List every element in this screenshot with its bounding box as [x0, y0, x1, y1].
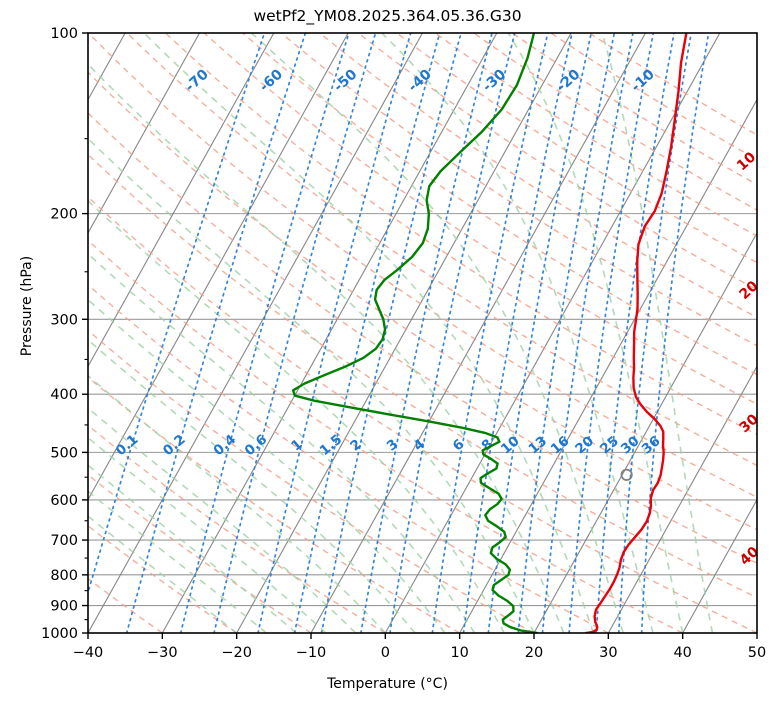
y-tick-label: 400 [50, 387, 78, 403]
plot-background [88, 33, 757, 633]
y-tick-label: 800 [50, 568, 78, 584]
x-tick-label: 0 [381, 645, 390, 661]
y-tick-label: 600 [50, 493, 78, 509]
x-tick-label: −40 [73, 645, 104, 661]
x-tick-label: 30 [599, 645, 617, 661]
x-tick-label: 40 [673, 645, 691, 661]
profile-line-dewpoint [291, 33, 539, 633]
x-tick-label: 20 [525, 645, 543, 661]
y-tick-label: 1000 [41, 626, 78, 642]
y-tick-label: 100 [50, 26, 78, 42]
profile-line-temperature [584, 33, 688, 633]
x-tick-label: −10 [296, 645, 327, 661]
page-title: wetPf2_YM08.2025.364.05.36.G30 [253, 7, 522, 25]
x-tick-label: 10 [450, 645, 468, 661]
x-tick-label: −20 [221, 645, 252, 661]
y-tick-label: 700 [50, 533, 78, 549]
background-grid-layer [88, 33, 757, 633]
marker-lcl [620, 468, 633, 481]
y-tick-label: 300 [50, 312, 78, 328]
x-tick-label: −30 [147, 645, 178, 661]
x-axis-label: Temperature (°C) [327, 676, 448, 692]
y-tick-label: 500 [50, 445, 78, 461]
y-tick-label: 900 [50, 599, 78, 615]
x-tick-label: 50 [748, 645, 766, 661]
y-tick-label: 200 [50, 207, 78, 223]
sounding-lines-layer [291, 33, 688, 633]
